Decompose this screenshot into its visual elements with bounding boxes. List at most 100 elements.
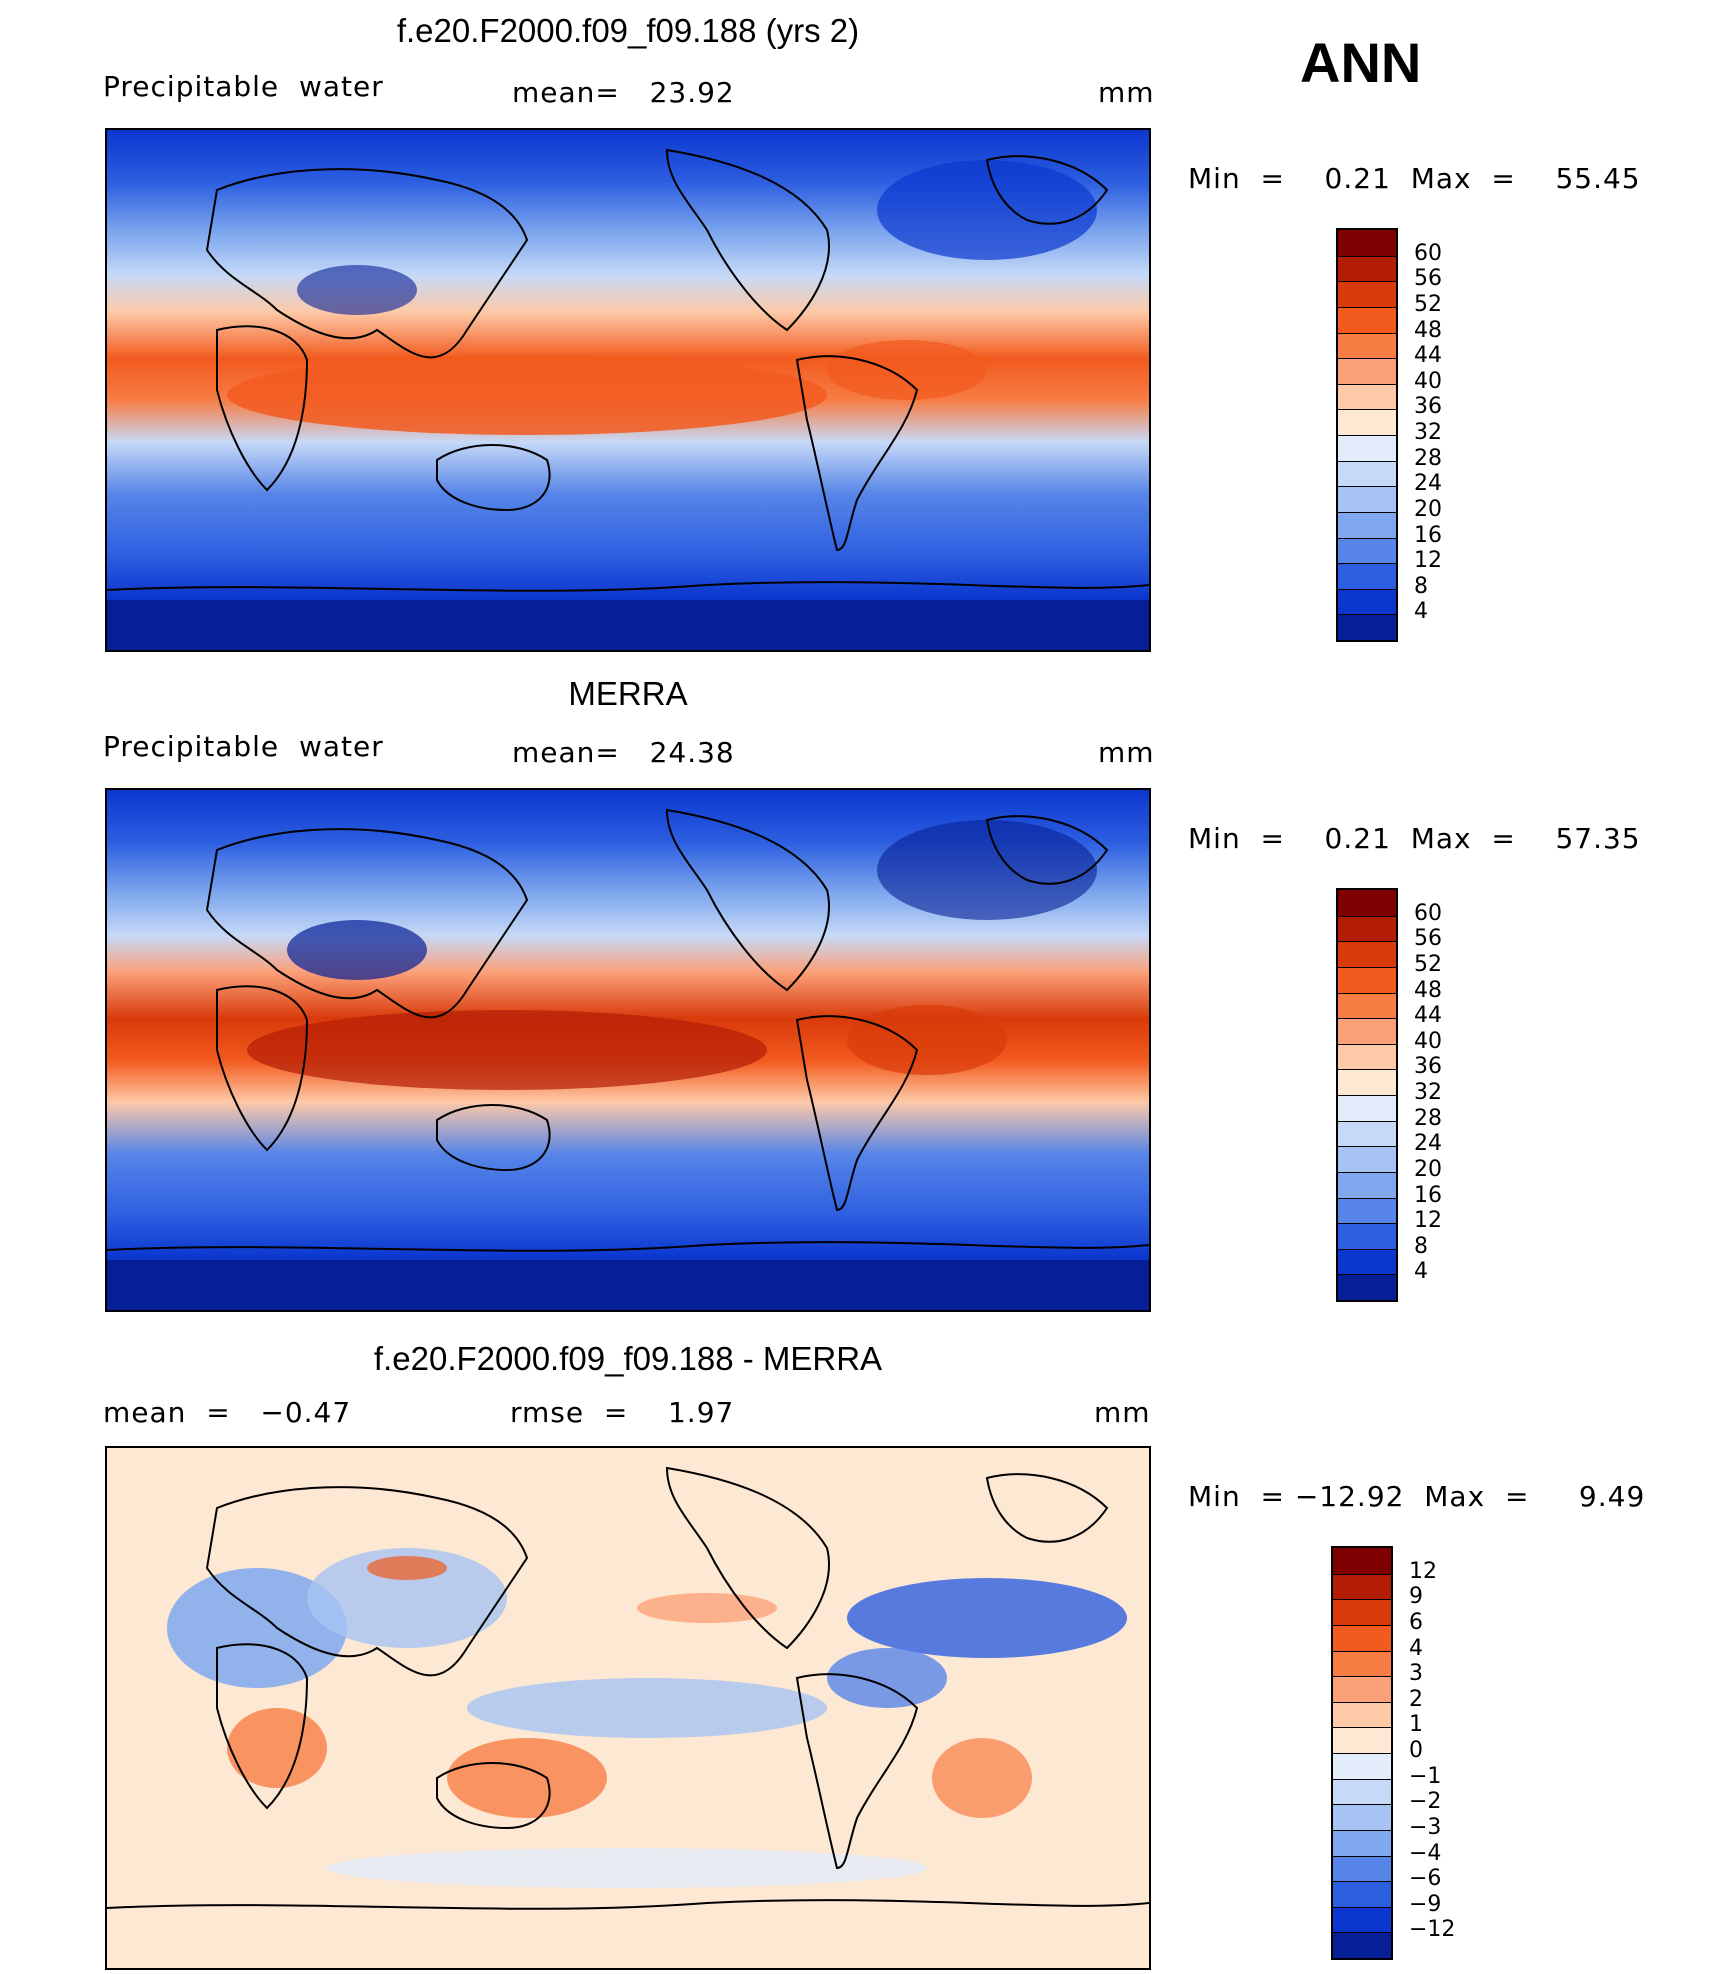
colorbar-swatch bbox=[1333, 1855, 1391, 1882]
colorbar-tick-label: −9 bbox=[1409, 1891, 1442, 1917]
colorbar-swatch bbox=[1338, 486, 1396, 512]
colorbar-swatch bbox=[1333, 1829, 1391, 1856]
colorbar-tick-label: 44 bbox=[1414, 343, 1442, 369]
colorbar-tick-label: −4 bbox=[1409, 1840, 1442, 1866]
colorbar-swatch bbox=[1338, 614, 1396, 640]
colorbar-swatch bbox=[1333, 1727, 1391, 1753]
colorbar-swatch bbox=[1333, 1701, 1391, 1728]
colorbar-swatch bbox=[1333, 1778, 1391, 1805]
colorbar-tick-label: 12 bbox=[1414, 1208, 1442, 1234]
colorbar-tick-label: 9 bbox=[1409, 1584, 1423, 1610]
colorbar-tick-label: 2 bbox=[1409, 1686, 1423, 1712]
colorbar-tick-label: 20 bbox=[1414, 496, 1442, 522]
colorbar-swatch bbox=[1338, 230, 1396, 256]
colorbar-tick-label: 16 bbox=[1414, 522, 1442, 548]
colorbar-tick-label: 60 bbox=[1414, 900, 1442, 926]
colorbar-swatch bbox=[1333, 1906, 1391, 1933]
colorbar-tick-label: 32 bbox=[1414, 420, 1442, 445]
minmax-label: Min = 0.21 Max = 55.45 bbox=[1188, 162, 1641, 195]
colorbar-swatch bbox=[1338, 332, 1396, 359]
colorbar-swatch bbox=[1333, 1624, 1391, 1651]
colorbar-swatch bbox=[1338, 1095, 1396, 1121]
colorbar-swatch bbox=[1333, 1753, 1391, 1779]
difference-map-graphic bbox=[107, 1448, 1149, 1968]
variable-label: Precipitable water bbox=[103, 70, 384, 103]
colorbar-swatch bbox=[1338, 511, 1396, 538]
colorbar-swatch bbox=[1338, 1223, 1396, 1249]
colorbar-tick-label: 0 bbox=[1409, 1738, 1423, 1763]
colorbar-tick-label: 40 bbox=[1414, 1028, 1442, 1054]
colorbar-swatch bbox=[1338, 992, 1396, 1019]
colorbar-tick-label: −1 bbox=[1409, 1763, 1442, 1789]
colorbar-tick-label: 12 bbox=[1409, 1558, 1437, 1584]
colorbar-swatch bbox=[1338, 1018, 1396, 1044]
colorbar-swatch bbox=[1333, 1548, 1391, 1574]
colorbar-swatch bbox=[1338, 460, 1396, 487]
colorbar-tick-label: −6 bbox=[1409, 1866, 1442, 1892]
colorbar-swatch bbox=[1338, 941, 1396, 967]
colorbar-tick-label: 28 bbox=[1414, 445, 1442, 471]
colorbar-swatch bbox=[1338, 1197, 1396, 1224]
colorbar-swatch bbox=[1338, 563, 1396, 589]
colorbar-swatch bbox=[1338, 1171, 1396, 1198]
colorbar-tick-label: 52 bbox=[1414, 951, 1442, 977]
panel-title: f.e20.F2000.f09_f09.188 - MERRA bbox=[373, 1340, 883, 1377]
units-label: mm bbox=[1098, 736, 1155, 769]
colorbar bbox=[1331, 1546, 1393, 1960]
colorbar-swatch bbox=[1338, 1274, 1396, 1300]
colorbar-tick-label: −12 bbox=[1409, 1917, 1456, 1943]
mean-label: mean = −0.47 bbox=[103, 1396, 352, 1429]
colorbar-tick-label: 8 bbox=[1414, 1233, 1428, 1259]
colorbar-swatch bbox=[1338, 255, 1396, 282]
colorbar-swatch bbox=[1338, 1146, 1396, 1172]
colorbar-swatch bbox=[1338, 1069, 1396, 1095]
difference-map bbox=[105, 1446, 1151, 1970]
colorbar-swatch bbox=[1338, 966, 1396, 993]
colorbar-swatch bbox=[1338, 1043, 1396, 1070]
colorbar-tick-label: 56 bbox=[1414, 266, 1442, 292]
rmse-label: rmse = 1.97 bbox=[510, 1396, 735, 1429]
merra-map-graphic bbox=[107, 790, 1149, 1310]
colorbar-tick-label: 24 bbox=[1414, 1131, 1442, 1157]
colorbar-swatch bbox=[1338, 383, 1396, 410]
model-map-graphic bbox=[107, 130, 1149, 650]
colorbar-swatch bbox=[1338, 1248, 1396, 1275]
colorbar-tick-label: −3 bbox=[1409, 1814, 1442, 1840]
colorbar-swatch bbox=[1338, 281, 1396, 307]
mean-label: mean= 24.38 bbox=[512, 736, 735, 769]
colorbar-swatch bbox=[1333, 1573, 1391, 1600]
colorbar-swatch bbox=[1338, 537, 1396, 564]
colorbar bbox=[1336, 888, 1398, 1302]
colorbar-swatch bbox=[1333, 1676, 1391, 1702]
panel-title: f.e20.F2000.f09_f09.188 (yrs 2) bbox=[396, 12, 860, 49]
units-label: mm bbox=[1094, 1396, 1151, 1429]
colorbar-tick-label: 8 bbox=[1414, 573, 1428, 599]
colorbar-swatch bbox=[1333, 1881, 1391, 1907]
minmax-label: Min = 0.21 Max = 57.35 bbox=[1188, 822, 1641, 855]
colorbar-swatch bbox=[1338, 915, 1396, 942]
colorbar-tick-label: 40 bbox=[1414, 368, 1442, 394]
colorbar-tick-label: 44 bbox=[1414, 1003, 1442, 1029]
colorbar-tick-label: 4 bbox=[1409, 1635, 1423, 1661]
colorbar-tick-label: 4 bbox=[1414, 1259, 1428, 1285]
colorbar bbox=[1336, 228, 1398, 642]
colorbar-tick-label: 16 bbox=[1414, 1182, 1442, 1208]
colorbar-tick-label: 56 bbox=[1414, 926, 1442, 952]
colorbar-swatch bbox=[1333, 1650, 1391, 1677]
colorbar-tick-label: 52 bbox=[1414, 291, 1442, 317]
model-map bbox=[105, 128, 1151, 652]
colorbar-tick-label: 36 bbox=[1414, 394, 1442, 420]
colorbar-tick-label: 24 bbox=[1414, 471, 1442, 497]
colorbar-tick-label: 60 bbox=[1414, 240, 1442, 266]
minmax-label: Min = −12.92 Max = 9.49 bbox=[1188, 1480, 1646, 1513]
colorbar-tick-label: 6 bbox=[1409, 1609, 1423, 1635]
colorbar-swatch bbox=[1333, 1804, 1391, 1830]
colorbar-tick-label: 48 bbox=[1414, 317, 1442, 343]
colorbar-swatch bbox=[1338, 435, 1396, 461]
colorbar-tick-label: 3 bbox=[1409, 1661, 1423, 1687]
season-label: ANN bbox=[1300, 31, 1422, 94]
colorbar-swatch bbox=[1338, 409, 1396, 435]
colorbar-swatch bbox=[1338, 588, 1396, 615]
colorbar-tick-label: 12 bbox=[1414, 548, 1442, 574]
colorbar-swatch bbox=[1333, 1599, 1391, 1625]
